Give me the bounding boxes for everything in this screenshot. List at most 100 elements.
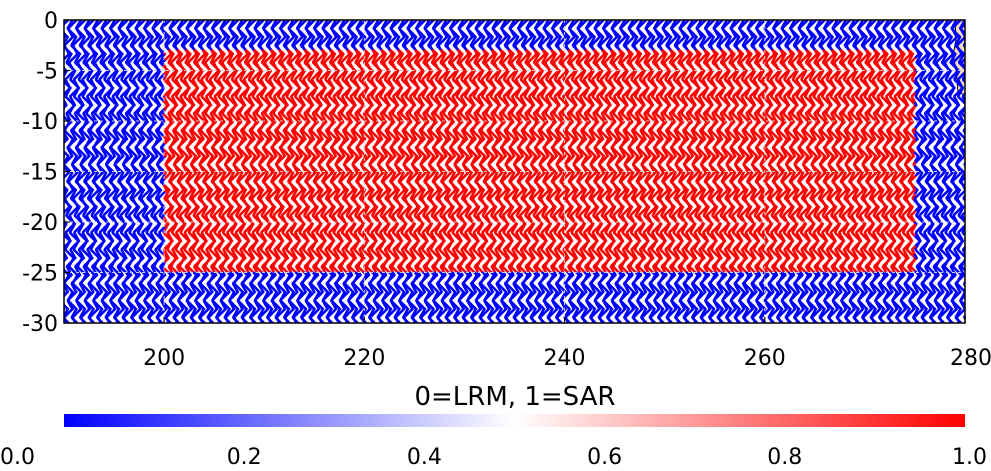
track-segment [232, 271, 252, 323]
track-segment [711, 49, 768, 273]
track-segment [737, 49, 794, 273]
track-segment [558, 49, 615, 273]
track-segment [734, 20, 749, 51]
track-segment [910, 92, 917, 103]
track-segment [703, 49, 760, 273]
track-segment [691, 271, 711, 323]
track-segment [162, 120, 166, 123]
track-segment [550, 20, 563, 51]
track-segment [584, 20, 597, 51]
track-segment [785, 20, 800, 51]
track-segment [456, 49, 513, 273]
track-segment [751, 271, 770, 323]
track-segment [641, 20, 656, 51]
track-segment [499, 49, 556, 273]
track-segment [351, 271, 371, 323]
track-segment [173, 20, 189, 51]
track-segment [872, 49, 916, 223]
track-segment [695, 20, 707, 51]
track-segment [440, 20, 452, 51]
track-segment [686, 49, 743, 273]
track-segment [771, 20, 784, 51]
track-segment [346, 49, 403, 273]
track-segment [598, 271, 617, 323]
track-segment [896, 20, 911, 51]
track-segment [403, 20, 418, 51]
track-segment [745, 49, 802, 273]
track-segment [219, 20, 231, 51]
track-segment [914, 20, 945, 129]
track-segment [423, 20, 435, 51]
track-segment [139, 226, 166, 323]
track-segment [913, 221, 917, 225]
track-segment [335, 20, 350, 51]
track-segment [338, 20, 350, 51]
track-segment [827, 271, 847, 323]
track-segment [249, 271, 269, 323]
track-segment [627, 20, 639, 51]
track-segment [810, 271, 830, 323]
track-segment [355, 20, 367, 51]
track-segment [419, 271, 439, 323]
track-segment [623, 271, 643, 323]
track-segment [352, 20, 367, 51]
track-segment [666, 20, 681, 51]
track-segment [473, 49, 530, 273]
track-segment [870, 271, 889, 323]
track-segment [181, 271, 201, 323]
track-segment [839, 20, 852, 51]
track-segment [182, 20, 197, 51]
track-segment [215, 271, 235, 323]
track-segment [377, 20, 393, 51]
track-segment [910, 225, 917, 237]
track-segment [207, 271, 227, 323]
track-segment [363, 49, 420, 273]
track-segment [830, 49, 887, 273]
track-segment [241, 271, 260, 323]
track-segment [64, 20, 86, 123]
track-segment [190, 20, 206, 51]
colorbar-ticks: 0.0 0.2 0.4 0.6 0.8 1.0 [0, 445, 987, 470]
track-segment [861, 271, 881, 323]
track-segment [0, 20, 9, 323]
track-segment [363, 20, 376, 51]
track-segment [847, 49, 904, 273]
track-segment [533, 20, 546, 51]
track-segment [725, 271, 745, 323]
track-segment [184, 49, 241, 273]
track-segment [567, 20, 580, 51]
x-tick-label: 200 [143, 346, 185, 371]
track-segment [873, 105, 917, 273]
track-segment [275, 20, 291, 51]
track-segment [0, 20, 17, 323]
track-segment [929, 162, 965, 323]
track-segment [822, 20, 835, 51]
track-segment [555, 271, 575, 323]
track-segment [198, 271, 218, 323]
track-segment [856, 20, 869, 51]
track-segment [828, 20, 843, 51]
track-segment [431, 20, 444, 51]
track-segment [547, 20, 562, 51]
track-segment [216, 20, 231, 51]
track-segment [479, 271, 498, 323]
track-segment [317, 271, 337, 323]
track-segment [321, 20, 333, 51]
track-segment [946, 245, 965, 323]
track-segment [879, 20, 894, 51]
track-segment [233, 20, 248, 51]
track-segment [507, 49, 564, 273]
track-segment [422, 49, 479, 273]
track-segment [754, 20, 767, 51]
track-segment [598, 20, 613, 51]
track-segment [301, 20, 316, 51]
track-segment [632, 271, 651, 323]
track-segment [386, 20, 401, 51]
track-segment [470, 271, 490, 323]
track-segment [649, 271, 668, 323]
track-segment [649, 20, 664, 51]
track-segment [482, 20, 495, 51]
track-segment [796, 49, 853, 273]
track-segment [785, 271, 804, 323]
track-segment [609, 49, 666, 273]
